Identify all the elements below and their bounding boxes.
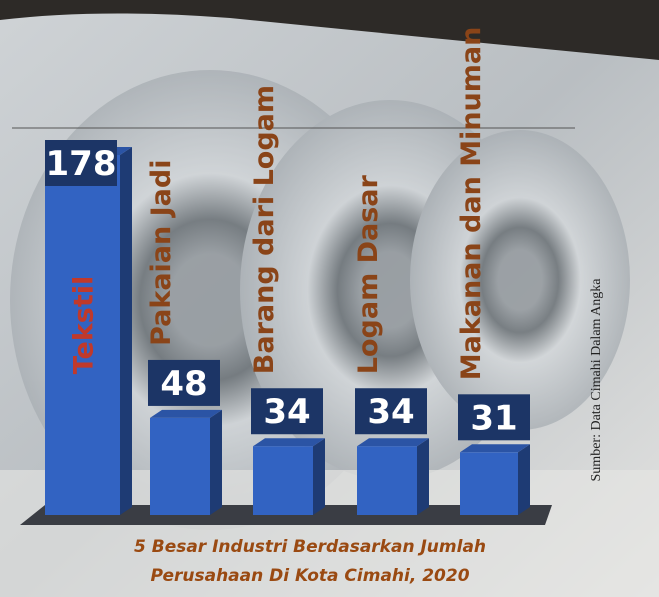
value-label: 48 [160, 364, 207, 404]
category-label: Tekstil [69, 276, 100, 375]
bar [45, 155, 120, 515]
bar-top [460, 444, 530, 453]
chart-title: Perusahaan Di Kota Cimahi, 2020 [150, 566, 469, 586]
value-label: 31 [470, 398, 517, 438]
category-label: Barang dari Logam [249, 85, 280, 374]
category-label: Pakaian Jadi [146, 160, 177, 346]
value-label: 34 [367, 392, 414, 432]
bar [460, 452, 518, 515]
bar-side [210, 409, 222, 515]
value-box [251, 388, 323, 435]
bar-top [253, 438, 325, 447]
bar-side [417, 438, 429, 515]
chart-title: 5 Besar Industri Berdasarkan Jumlah [134, 537, 486, 557]
bar [253, 446, 313, 515]
value-label: 34 [263, 392, 310, 432]
bar [357, 446, 417, 515]
category-label: Logam Dasar [353, 174, 384, 374]
value-box [148, 359, 220, 406]
bar-side [518, 444, 530, 515]
value-box [458, 394, 530, 441]
source: Sumber: Data Cimahi Dalam Angka [589, 278, 604, 482]
value-box [45, 140, 117, 186]
top-band [0, 0, 659, 60]
category-label: Makanan dan Minuman [456, 27, 487, 381]
value-box [355, 388, 427, 435]
bar-side [120, 147, 132, 515]
bar-top [150, 409, 222, 418]
bar-side [313, 438, 325, 515]
bar-top [357, 438, 429, 447]
bar [150, 417, 210, 515]
value-label: 178 [46, 144, 117, 184]
